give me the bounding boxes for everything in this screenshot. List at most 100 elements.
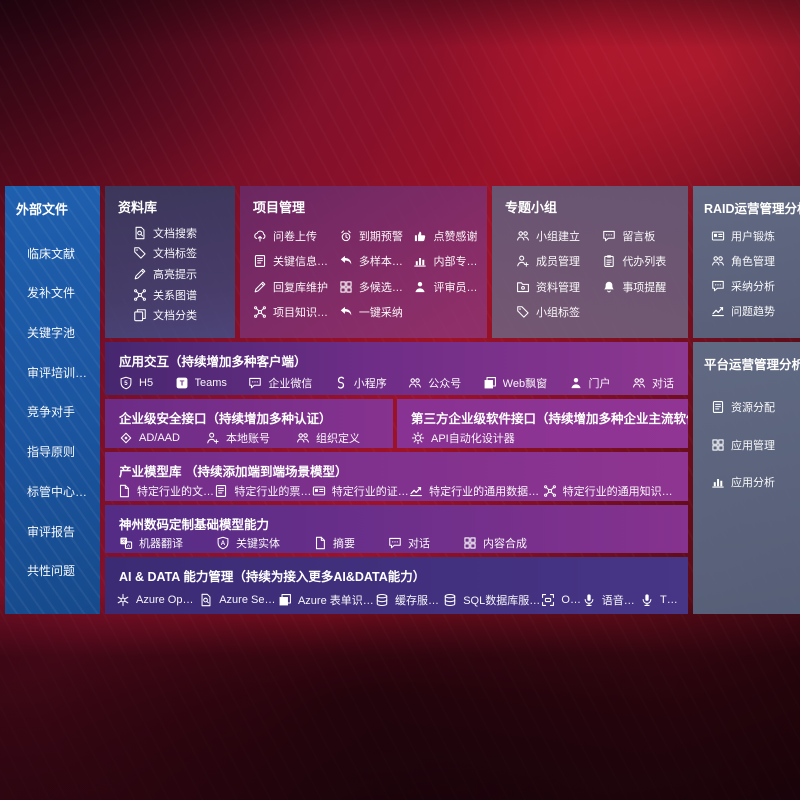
local-account-item[interactable]: 本地账号: [206, 430, 270, 446]
sql-server-item[interactable]: SQL数据库服务器: [443, 592, 541, 608]
sidebar-item-guidelines[interactable]: 指导原则: [27, 443, 98, 460]
tts-icon: [640, 593, 654, 607]
multi-candidate-item[interactable]: 多候选生成: [339, 279, 413, 295]
app-analysis-item-label: 应用分析: [731, 477, 775, 490]
speech-understanding-item[interactable]: 语音理解: [582, 592, 640, 608]
ocr-item[interactable]: OCR: [541, 593, 582, 607]
todo-list-item[interactable]: 代办列表: [602, 253, 682, 269]
doc-category-icon: [133, 308, 147, 322]
group-tag-item[interactable]: 小组标签: [516, 304, 602, 320]
dialog-item[interactable]: 对话: [632, 375, 674, 391]
wechat-work-item[interactable]: 企业微信: [248, 375, 312, 391]
key-entity-item[interactable]: A 关键实体: [216, 535, 280, 551]
relation-graph-item[interactable]: 关系图谱: [133, 287, 229, 303]
resource-allocation-item[interactable]: 资源分配: [711, 399, 800, 415]
library-items: 文档搜索文档标签高亮提示关系图谱文档分类: [105, 216, 235, 338]
org-define-item[interactable]: 组织定义: [296, 430, 360, 446]
translate-item[interactable]: 文 A 机器翻译: [119, 535, 183, 551]
svg-text:A: A: [127, 543, 131, 549]
role-manage-item[interactable]: 角色管理: [711, 253, 800, 269]
message-board-item[interactable]: 留言板: [602, 228, 682, 244]
card-recognition-icon: [312, 484, 326, 498]
app-analysis-item[interactable]: 应用分析: [711, 474, 800, 490]
sidebar-item-supplement-files[interactable]: 发补文件: [27, 284, 98, 301]
sidebar-item-common-issues[interactable]: 共性问题: [27, 562, 98, 579]
chat-item[interactable]: 对话: [388, 535, 430, 551]
highlight-pen-item[interactable]: 高亮提示: [133, 266, 229, 282]
reply-maintain-item[interactable]: 回复库维护: [253, 279, 339, 295]
library-title: 资料库: [118, 200, 158, 215]
card-recognition-item[interactable]: 特定行业的证件识别: [312, 483, 409, 499]
library-panel: 资料库 文档搜索文档标签高亮提示关系图谱文档分类: [105, 186, 235, 338]
official-account-item[interactable]: 公众号: [408, 375, 461, 391]
api-designer-item[interactable]: API自动化设计器: [411, 430, 515, 446]
team-create-item[interactable]: 小组建立: [516, 228, 602, 244]
external-files-title: 外部文件: [16, 202, 69, 217]
ocr-icon: [541, 593, 555, 607]
highlight-pen-icon: [133, 267, 147, 281]
cache-server-icon: [375, 593, 389, 607]
security-title: 企业级安全接口（持续增加多种认证）: [119, 412, 332, 426]
form-recognizer-icon: [278, 593, 292, 607]
aidata-title: AI & DATA 能力管理（持续为接入更多AI&DATA能力）: [119, 570, 426, 584]
adoption-analysis-icon: [711, 279, 725, 293]
teams-item[interactable]: T Teams: [175, 376, 227, 390]
project-knowledge-graph-item[interactable]: 项目知识图谱: [253, 304, 339, 320]
reminder-bell-item[interactable]: 事项提醒: [602, 279, 682, 295]
resource-allocation-item-label: 资源分配: [731, 401, 775, 414]
teams-icon: T: [175, 376, 189, 390]
one-click-adopt-item[interactable]: 一键采纳: [339, 304, 414, 320]
summary-item[interactable]: 摘要: [313, 535, 355, 551]
app-manage-item[interactable]: 应用管理: [711, 437, 800, 453]
receipt-recognition-item[interactable]: 特定行业的票据识别: [214, 483, 312, 499]
due-alarm-icon: [339, 229, 353, 243]
sidebar-item-keyword-pool-label: 关键字池: [27, 326, 76, 341]
tts-item[interactable]: TTS: [640, 593, 677, 607]
user-card-item[interactable]: 用户锻炼: [711, 228, 800, 244]
local-account-item-label: 本地账号: [225, 432, 270, 445]
resource-allocation-icon: [711, 400, 725, 414]
web-popup-item[interactable]: Web飘窗: [483, 375, 547, 391]
foundation-title: 神州数码定制基础模型能力: [119, 518, 270, 532]
html5-item[interactable]: 5 H5: [119, 376, 153, 390]
doc-tag-item[interactable]: 文档标签: [133, 245, 229, 261]
azure-search-item[interactable]: Azure Search: [199, 593, 278, 607]
material-manage-item[interactable]: 资料管理: [516, 279, 602, 295]
issue-trend-item[interactable]: 问题趋势: [711, 303, 800, 319]
cloud-upload-item[interactable]: 问卷上传: [253, 228, 339, 244]
content-compose-item[interactable]: 内容合成: [463, 535, 527, 551]
issue-trend-item-label: 问题趋势: [731, 306, 775, 318]
data-analysis-model-item[interactable]: 特定行业的通用数据分析模型: [409, 483, 543, 499]
doc-category-item[interactable]: 文档分类: [133, 307, 229, 323]
sidebar-item-standards-center[interactable]: 标管中心标准: [27, 483, 98, 500]
doc-search-item[interactable]: 文档搜索: [133, 225, 229, 241]
thumbs-up-item[interactable]: 点赞感谢: [413, 228, 479, 244]
member-manage-icon: [516, 254, 530, 268]
ad-aad-item[interactable]: AD/AAD: [119, 431, 180, 445]
member-manage-item[interactable]: 成员管理: [516, 253, 602, 269]
sidebar-item-review-reports[interactable]: 审评报告: [27, 523, 98, 540]
due-alarm-item[interactable]: 到期预警: [339, 228, 414, 244]
azure-openai-item[interactable]: Azure Open AI: [116, 593, 199, 607]
knowledge-graph-model-item[interactable]: 特定行业的通用知识图谱模型: [543, 483, 676, 499]
file-recognition-item[interactable]: 特定行业的文件识别: [117, 483, 214, 499]
highlight-pen-item-label: 高亮提示: [153, 268, 197, 281]
file-recognition-item-label: 特定行业的文件识别: [137, 485, 214, 498]
form-recognizer-item[interactable]: Azure 表单识别器: [278, 592, 375, 608]
adoption-analysis-item[interactable]: 采纳分析: [711, 278, 800, 294]
doc-tag-item-label: 文档标签: [153, 248, 197, 261]
reviewer-profile-item[interactable]: 评审员画像: [413, 279, 479, 295]
miniprogram-item[interactable]: 小程序: [334, 375, 387, 391]
expert-ranking-item[interactable]: 内部专家排名: [413, 253, 479, 269]
sidebar-item-clinical-literature[interactable]: 临床文献: [27, 245, 98, 262]
tts-item-label: TTS: [659, 593, 677, 606]
multi-sample-item[interactable]: 多样本候选: [339, 253, 413, 269]
sidebar-item-keyword-pool[interactable]: 关键字池: [27, 324, 98, 341]
portal-item[interactable]: 门户: [569, 375, 611, 391]
sidebar-item-competitors[interactable]: 竞争对手: [27, 403, 98, 420]
cache-server-item[interactable]: 缓存服务器: [375, 592, 443, 608]
info-extract-item[interactable]: 关键信息提取: [253, 253, 339, 269]
sidebar-item-review-training[interactable]: 审评培训内容: [27, 364, 98, 381]
